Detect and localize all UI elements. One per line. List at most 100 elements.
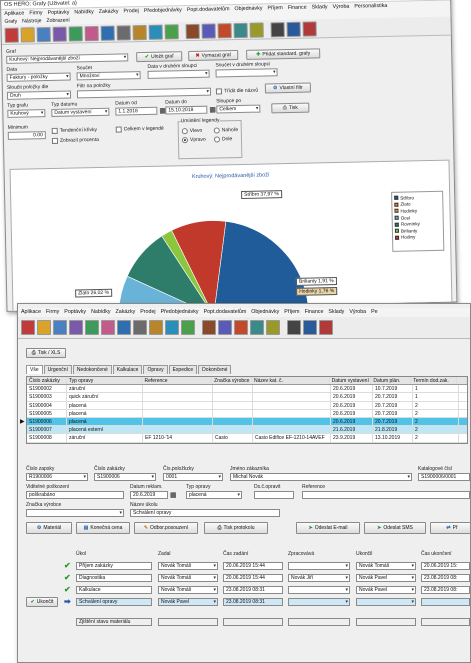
trend-curves-checkbox[interactable] [51,127,58,134]
manufacturer-select[interactable] [26,509,124,517]
reports-icon[interactable] [233,22,248,38]
production-icon[interactable] [201,22,216,39]
orders-icon[interactable] [85,320,99,335]
column-header[interactable]: Datum vystavení [330,377,372,385]
custom-filter-button[interactable]: ⚙ Vlastní filtr [264,82,312,94]
warehouse-icon[interactable] [185,23,200,39]
tab-dispatch[interactable]: Expedice [168,365,198,374]
date-to-input[interactable]: 15.10.2018 [165,105,208,115]
minimum-input[interactable]: 0.00 [7,131,46,140]
wf-processing[interactable]: Novák Jiří [288,574,350,582]
menu-item[interactable]: Personalistika [354,2,388,10]
wf-processing[interactable] [288,598,350,606]
expert-review-button[interactable]: ✎ Odbor.posouzení [134,522,198,534]
tab-calculation[interactable]: Kalkulace [112,365,143,374]
finance-icon[interactable] [181,320,195,335]
exit-icon[interactable] [319,320,333,335]
catalog-number-input[interactable]: S1900006/0001 [418,473,470,481]
legend-top-radio[interactable] [213,127,220,134]
personnel-icon[interactable] [217,22,232,38]
legend-left-radio[interactable] [181,128,188,135]
wf-finished-by[interactable] [356,598,416,606]
menu-item[interactable]: Nabídky [74,9,94,16]
column-header[interactable]: Název kat. č. [252,377,330,385]
finance-icon[interactable] [164,23,179,40]
menu-item[interactable]: Zakázky [98,8,119,15]
menu-item[interactable]: Popt.dodavatelům [203,309,247,315]
tab-finished[interactable]: Dokončené [198,365,232,374]
menu-item[interactable]: Zakázky [115,309,136,315]
help-icon[interactable] [286,21,301,37]
menu-item[interactable]: Poptávky [47,9,70,17]
reference-input[interactable] [302,491,470,499]
wf-finished-by[interactable]: Novák Pavel [356,574,416,582]
tab-repairs[interactable]: Opravy [143,365,168,374]
column-header[interactable]: Značka výrobce [212,377,252,385]
column-header[interactable]: Termín dod.zak. [411,377,458,385]
save-graph-button[interactable]: ✔ Uložit graf [136,51,183,63]
menu-item[interactable]: Firmy [46,309,60,315]
menu-item[interactable]: Sklady [328,309,345,315]
pre-order-icon[interactable] [117,320,131,335]
wf-processing[interactable] [288,586,350,594]
menu-item[interactable]: Předobjednávky [143,7,182,14]
send-sms-button[interactable]: ➤ Odeslat SMS [364,522,426,534]
column-header[interactable]: Reference [142,377,213,385]
columns-select[interactable]: Celkem [216,104,261,114]
menu-item[interactable]: Předobjednávky [160,309,199,315]
repair-number-select[interactable]: R1900006 [26,473,88,481]
inquiry-icon[interactable] [53,320,67,335]
column-header[interactable]: Typ opravy [67,377,143,385]
finish-button[interactable]: ✔ Ukončit [26,597,58,607]
sort-by-name-checkbox[interactable] [215,88,223,95]
menu-item[interactable]: Výroba [332,3,350,11]
menu-item[interactable]: Objednávky [251,309,280,315]
column-header[interactable]: Číslo zakázky [27,377,67,385]
submenu-item[interactable]: Nástroje [22,18,42,25]
firms-icon[interactable] [21,320,35,335]
wf-assigned-by[interactable]: Novák Tomáš [158,586,218,594]
exit-icon[interactable] [302,20,317,37]
pre-order-icon[interactable] [100,25,115,41]
menu-item[interactable]: Aplikace [4,10,25,17]
wf-assigned-by[interactable]: Novák Tomáš [158,562,218,570]
firms-icon[interactable] [4,27,19,43]
supplier-icon[interactable] [116,24,131,41]
total-in-legend-checkbox[interactable] [115,126,122,133]
delete-graph-button[interactable]: ✖ Vymazat graf [188,50,239,62]
filter-select[interactable] [76,87,212,99]
data-select[interactable]: Faktury - položky [6,72,71,82]
sale-icon[interactable] [101,320,115,335]
wf-finished-by[interactable]: Novák Tomáš [356,562,416,570]
table-row[interactable]: S1900005 placená 20.6.2019 20.7.2019 2 [27,409,467,418]
menu-item[interactable]: Prodej [123,8,139,15]
table-row-selected[interactable]: S1900006 placená 20.6.2019 20.7.2019 2 [27,417,467,427]
inquiry-icon[interactable] [36,26,51,42]
sale-icon[interactable] [84,25,99,41]
table-row[interactable]: S1900004 placená 20.6.2019 20.7.2019 2 [27,401,467,410]
graph-icon[interactable] [249,21,264,38]
receipt-icon[interactable] [165,320,179,335]
date-type-select[interactable]: Datum vystavení [51,107,110,117]
menu-item[interactable]: Firmy [29,10,43,17]
repair-code-input[interactable] [254,491,294,499]
table-row[interactable]: S1900007 placená externí 21.6.2019 21.8.201… [27,426,467,435]
calendar-icon[interactable]: ▦ [209,106,217,114]
reports-icon[interactable] [250,320,264,335]
purchase-icon[interactable] [132,24,147,40]
wf-finished-by[interactable]: Novák Pavel [356,586,416,594]
sum2-select[interactable] [215,68,278,78]
wf-assigned-by[interactable]: Novák Tomáš [158,574,218,582]
item-number-select[interactable]: 0001 [163,473,223,481]
dph-icon[interactable] [20,26,35,43]
menu-item[interactable]: Nabídky [91,309,111,315]
menu-item[interactable]: Sklady [311,4,328,11]
menu-item[interactable]: Objednávky [234,5,263,13]
send-email-button[interactable]: ➤ Odeslat E-mail [296,522,360,534]
settings-icon[interactable] [287,320,301,335]
tab-all[interactable]: Vše [26,365,43,374]
graph-select[interactable]: Kruhový: Nejprodávanější zboží [6,53,129,64]
order-number-select[interactable]: S1900006 [94,473,156,481]
receipt-icon[interactable] [148,24,163,40]
table-row[interactable]: S1900008 záruční EF 1210-'14 Casio Casio Edi… [27,434,467,443]
